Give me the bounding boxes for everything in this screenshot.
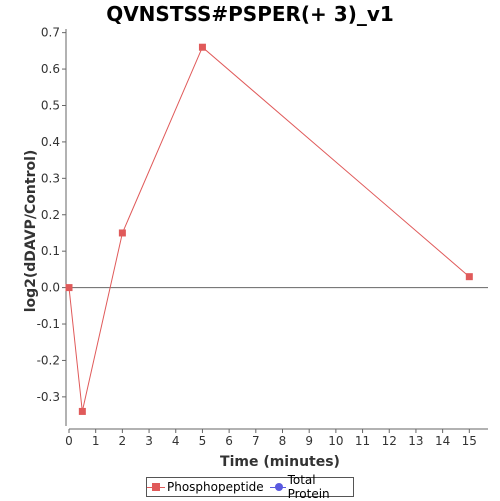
y-axis-title: log2(dDAVP/Control)	[23, 150, 39, 313]
x-tick-label: 13	[408, 434, 423, 448]
data-point	[118, 229, 126, 237]
x-tick-label: 1	[92, 434, 100, 448]
x-tick-label: 4	[172, 434, 180, 448]
y-tick-label: 0.2	[41, 208, 60, 222]
x-tick-label: 12	[382, 434, 397, 448]
y-tick-label: 0.0	[41, 281, 60, 295]
chart-title: QVNSTSS#PSPER(+ 3)_v1	[106, 2, 394, 26]
y-tick-label: -0.1	[37, 317, 60, 331]
data-point	[65, 284, 73, 292]
legend-label: Phosphopeptide	[167, 480, 264, 494]
legend-label: Total Protein	[287, 473, 330, 501]
y-tick-label: 0.3	[41, 171, 60, 185]
x-tick-label: 7	[252, 434, 260, 448]
square-marker-icon	[147, 482, 165, 492]
legend-item: Phosphopeptide	[147, 480, 264, 494]
legend-item: Total Protein	[269, 473, 353, 501]
y-tick-label: 0.1	[41, 244, 60, 258]
x-tick-label: 6	[225, 434, 233, 448]
y-tick-label: 0.7	[41, 26, 60, 40]
x-tick-label: 15	[462, 434, 477, 448]
data-point	[198, 43, 206, 51]
y-tick-label: 0.4	[41, 135, 60, 149]
x-tick-label: 14	[435, 434, 450, 448]
x-tick-label: 3	[145, 434, 153, 448]
x-tick-label: 5	[199, 434, 207, 448]
x-tick-label: 8	[279, 434, 287, 448]
plot-area	[69, 29, 488, 426]
x-tick-label: 0	[65, 434, 73, 448]
x-tick-label: 11	[355, 434, 370, 448]
y-tick-label: -0.2	[37, 353, 60, 367]
y-tick-label: 0.5	[41, 98, 60, 112]
data-point	[78, 407, 86, 415]
x-tick-label: 9	[305, 434, 313, 448]
y-tick-label: -0.3	[37, 390, 60, 404]
x-tick-label: 2	[119, 434, 127, 448]
y-tick-label: 0.6	[41, 62, 60, 76]
circle-marker-icon	[269, 482, 286, 492]
x-tick-label: 10	[328, 434, 343, 448]
data-point	[465, 273, 473, 281]
x-axis-title: Time (minutes)	[220, 454, 340, 470]
legend: Phosphopeptide Total Protein	[146, 473, 354, 501]
